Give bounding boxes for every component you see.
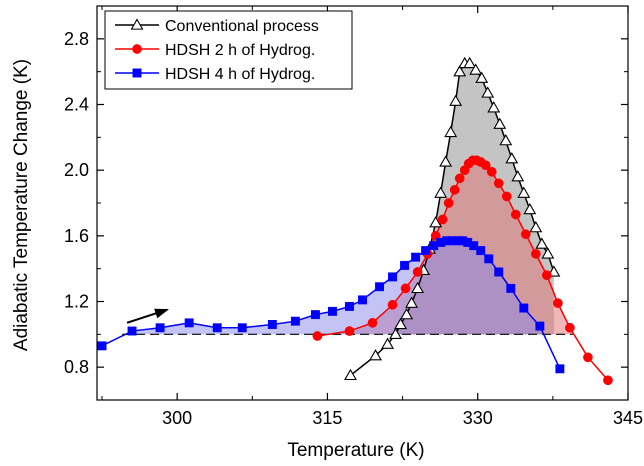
- x-axis-title: Temperature (K): [287, 440, 424, 461]
- data-point: [388, 300, 397, 309]
- data-point: [311, 310, 319, 318]
- data-point: [536, 322, 544, 330]
- data-point: [565, 323, 574, 332]
- data-point: [213, 324, 221, 332]
- data-point: [388, 273, 396, 281]
- arrow-annotation: [127, 309, 169, 323]
- series-markers: [98, 58, 613, 385]
- data-point: [603, 376, 612, 385]
- data-point: [345, 326, 354, 335]
- data-point: [487, 167, 496, 176]
- data-point: [485, 255, 493, 263]
- data-point: [438, 215, 447, 224]
- data-point: [328, 307, 336, 315]
- data-point: [477, 246, 485, 254]
- data-point: [291, 317, 299, 325]
- legend-marker: [133, 69, 141, 77]
- x-tick-label: 315: [312, 408, 342, 428]
- data-point: [553, 299, 562, 308]
- data-point: [556, 365, 564, 373]
- data-point: [494, 179, 503, 188]
- data-point: [502, 192, 511, 201]
- y-tick-label: 1.2: [64, 292, 89, 312]
- data-point: [313, 331, 322, 340]
- data-point: [444, 198, 453, 207]
- data-point: [375, 283, 383, 291]
- y-axis-title: Adiabatic Temperature Change (K): [11, 59, 32, 351]
- data-point: [400, 261, 408, 269]
- data-point: [507, 284, 515, 292]
- y-tick-label: 1.6: [64, 226, 89, 246]
- data-point: [98, 342, 106, 350]
- legend-label: HDSH 2 h of Hydrog.: [165, 42, 315, 59]
- data-point: [542, 271, 551, 280]
- data-point: [521, 230, 530, 239]
- data-point: [413, 267, 422, 276]
- data-point: [358, 296, 366, 304]
- data-point: [411, 253, 419, 261]
- data-point: [368, 318, 377, 327]
- data-point: [345, 302, 353, 310]
- data-point: [156, 324, 164, 332]
- legend-marker: [132, 44, 141, 53]
- data-point: [238, 324, 246, 332]
- y-tick-label: 2.0: [64, 160, 89, 180]
- legend: Conventional process HDSH 2 h of Hydrog. H…: [105, 11, 352, 89]
- arrow-head: [154, 309, 169, 319]
- x-tick-label: 300: [162, 408, 192, 428]
- x-tick-label: 345: [613, 408, 643, 428]
- data-point: [345, 370, 356, 380]
- y-tick-label: 2.4: [64, 95, 89, 115]
- x-tick-label: 330: [463, 408, 493, 428]
- data-point: [268, 320, 276, 328]
- data-point: [455, 174, 464, 183]
- data-point: [450, 185, 459, 194]
- data-point: [511, 210, 520, 219]
- data-point: [531, 249, 540, 258]
- data-point: [583, 353, 592, 362]
- data-point: [185, 319, 193, 327]
- legend-label: HDSH 4 h of Hydrog.: [165, 66, 315, 83]
- data-point: [128, 327, 136, 335]
- data-point: [401, 284, 410, 293]
- data-point: [520, 304, 528, 312]
- y-tick-label: 0.8: [64, 357, 89, 377]
- data-point: [495, 268, 503, 276]
- y-tick-label: 2.8: [64, 29, 89, 49]
- legend-label: Conventional process: [165, 18, 319, 35]
- data-point: [421, 246, 429, 254]
